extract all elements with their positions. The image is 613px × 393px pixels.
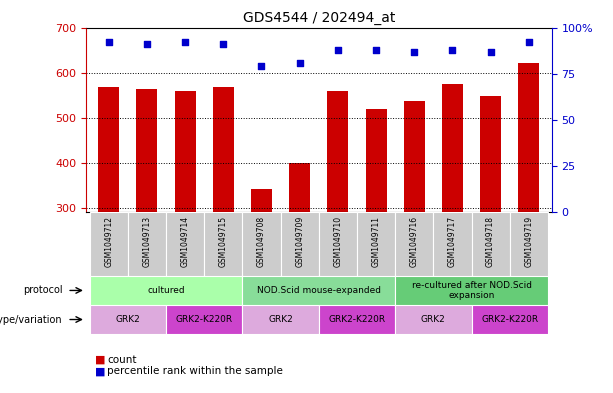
Text: GRK2-K220R: GRK2-K220R	[329, 315, 386, 324]
Text: GSM1049717: GSM1049717	[448, 216, 457, 267]
Bar	[442, 84, 463, 213]
Bar	[518, 63, 539, 213]
Text: cultured: cultured	[147, 286, 185, 295]
Text: GSM1049708: GSM1049708	[257, 216, 266, 267]
Text: GSM1049718: GSM1049718	[486, 216, 495, 267]
Point	[371, 46, 381, 53]
Text: GRK2: GRK2	[115, 315, 140, 324]
Text: GSM1049714: GSM1049714	[181, 216, 189, 267]
Text: ■: ■	[95, 366, 105, 376]
Point	[180, 39, 190, 46]
Bar	[471, 305, 548, 334]
Point	[409, 48, 419, 55]
Bar	[395, 276, 548, 305]
Bar	[128, 213, 166, 276]
Bar	[251, 189, 272, 213]
Text: protocol: protocol	[23, 285, 63, 296]
Text: NOD.Scid mouse-expanded: NOD.Scid mouse-expanded	[257, 286, 381, 295]
Text: re-cultured after NOD.Scid
expansion: re-cultured after NOD.Scid expansion	[411, 281, 531, 300]
Text: GRK2: GRK2	[421, 315, 446, 324]
Bar	[319, 213, 357, 276]
Bar	[89, 276, 242, 305]
Text: GRK2: GRK2	[268, 315, 293, 324]
Text: GSM1049710: GSM1049710	[333, 216, 342, 267]
Text: GSM1049716: GSM1049716	[409, 216, 419, 267]
Bar	[242, 305, 319, 334]
Bar	[242, 213, 281, 276]
Bar	[98, 87, 120, 213]
Point	[142, 41, 152, 47]
Bar	[204, 213, 242, 276]
Text: GSM1049713: GSM1049713	[142, 216, 151, 267]
Bar	[327, 91, 348, 213]
Text: ■: ■	[95, 354, 105, 365]
Text: percentile rank within the sample: percentile rank within the sample	[107, 366, 283, 376]
Bar	[175, 91, 196, 213]
Bar	[281, 213, 319, 276]
Bar	[166, 213, 204, 276]
Bar	[471, 213, 509, 276]
Text: GSM1049715: GSM1049715	[219, 216, 228, 267]
Title: GDS4544 / 202494_at: GDS4544 / 202494_at	[243, 11, 395, 25]
Bar	[480, 96, 501, 213]
Bar	[89, 213, 128, 276]
Bar	[289, 163, 310, 213]
Point	[104, 39, 113, 46]
Text: GSM1049712: GSM1049712	[104, 216, 113, 267]
Text: GSM1049711: GSM1049711	[371, 216, 381, 267]
Bar	[89, 305, 166, 334]
Text: genotype/variation: genotype/variation	[0, 314, 63, 325]
Point	[524, 39, 534, 46]
Text: GSM1049719: GSM1049719	[524, 216, 533, 267]
Bar	[395, 213, 433, 276]
Bar	[319, 305, 395, 334]
Bar	[213, 87, 234, 213]
Point	[218, 41, 228, 47]
Point	[257, 63, 267, 70]
Bar	[166, 305, 242, 334]
Bar	[404, 101, 425, 213]
Bar	[137, 89, 158, 213]
Bar	[357, 213, 395, 276]
Point	[295, 59, 305, 66]
Text: GRK2-K220R: GRK2-K220R	[481, 315, 538, 324]
Bar	[509, 213, 548, 276]
Bar	[365, 109, 387, 213]
Point	[447, 46, 457, 53]
Bar	[433, 213, 471, 276]
Point	[485, 48, 495, 55]
Text: GRK2-K220R: GRK2-K220R	[176, 315, 233, 324]
Bar	[395, 305, 471, 334]
Text: GSM1049709: GSM1049709	[295, 216, 304, 267]
Point	[333, 46, 343, 53]
Bar	[242, 276, 395, 305]
Text: count: count	[107, 354, 137, 365]
